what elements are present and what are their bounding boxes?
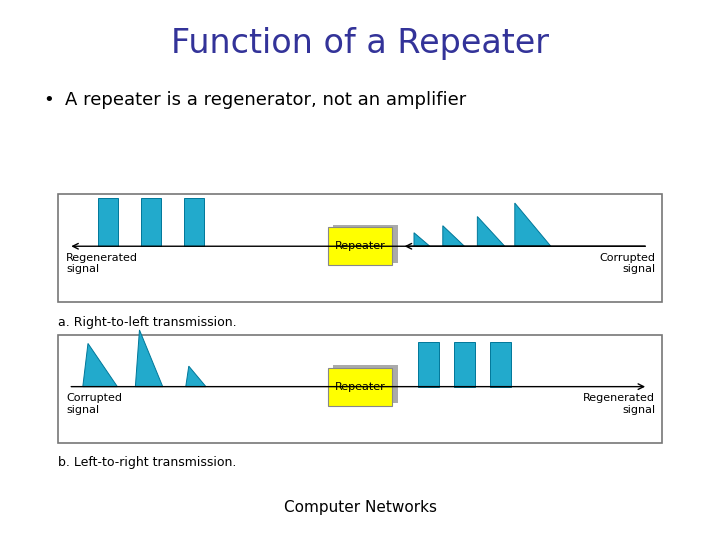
Bar xyxy=(58,194,662,302)
Text: a. Right-to-left transmission.: a. Right-to-left transmission. xyxy=(58,316,236,329)
Text: Computer Networks: Computer Networks xyxy=(284,500,436,515)
Polygon shape xyxy=(414,233,430,246)
Bar xyxy=(418,342,439,387)
Polygon shape xyxy=(477,217,505,246)
Bar xyxy=(184,198,204,246)
Text: Repeater: Repeater xyxy=(335,241,385,251)
Bar xyxy=(328,368,392,406)
Bar xyxy=(58,335,662,443)
Polygon shape xyxy=(443,226,464,246)
Text: •: • xyxy=(43,91,54,109)
Bar xyxy=(333,225,398,262)
Text: Corrupted
signal: Corrupted signal xyxy=(66,393,122,415)
Polygon shape xyxy=(186,366,206,387)
Bar xyxy=(141,198,161,246)
Bar xyxy=(98,198,118,246)
Polygon shape xyxy=(83,343,117,387)
Polygon shape xyxy=(515,203,551,246)
Polygon shape xyxy=(135,330,163,387)
Text: Repeater: Repeater xyxy=(335,382,385,392)
Text: Regenerated
signal: Regenerated signal xyxy=(66,253,138,274)
Text: b. Left-to-right transmission.: b. Left-to-right transmission. xyxy=(58,456,236,469)
Text: A repeater is a regenerator, not an amplifier: A repeater is a regenerator, not an ampl… xyxy=(65,91,466,109)
Bar xyxy=(328,227,392,265)
Bar xyxy=(490,342,511,387)
Bar xyxy=(454,342,475,387)
Text: Regenerated
signal: Regenerated signal xyxy=(583,393,655,415)
Text: Function of a Repeater: Function of a Repeater xyxy=(171,26,549,60)
Bar xyxy=(333,365,398,403)
Text: Corrupted
signal: Corrupted signal xyxy=(599,253,655,274)
